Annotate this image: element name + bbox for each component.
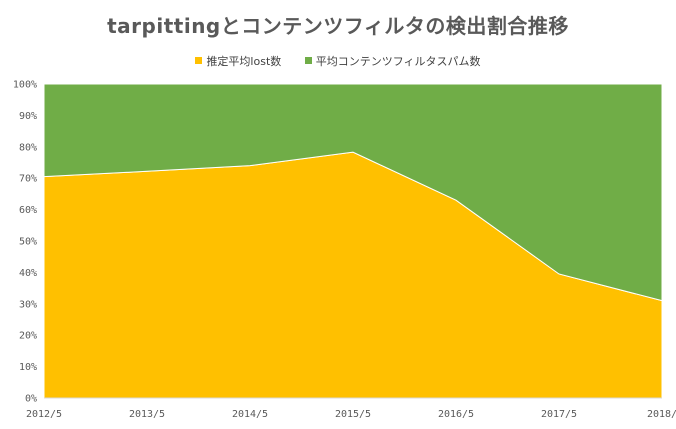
x-tick-label: 2012/5 (26, 409, 62, 420)
legend-label-lost: 推定平均lost数 (206, 55, 282, 68)
x-tick-label: 2017/5 (541, 409, 577, 420)
legend-entry-spam: 平均コンテンツフィルタスパム数 (304, 53, 481, 69)
legend-entry-lost: 推定平均lost数 (195, 53, 281, 69)
y-tick-label: 60% (19, 205, 37, 216)
y-tick-label: 90% (19, 111, 37, 122)
x-tick-label: 2016/5 (438, 409, 474, 420)
y-tick-label: 70% (19, 174, 37, 185)
y-tick-label: 0% (25, 394, 37, 405)
chart-title: tarpittingとコンテンツフィルタの検出割合推移 (107, 14, 569, 38)
legend: 推定平均lost数 平均コンテンツフィルタスパム数 (0, 53, 676, 69)
legend-swatch-spam (304, 57, 312, 64)
y-tick-label: 100% (13, 80, 37, 91)
y-tick-label: 40% (19, 268, 37, 279)
y-tick-label: 80% (19, 142, 37, 153)
x-tick-label: 2018/ (647, 409, 676, 420)
area-series-1 (43, 83, 663, 302)
y-tick-label: 50% (19, 237, 37, 248)
legend-label-spam: 平均コンテンツフィルタスパム数 (315, 55, 481, 68)
x-tick-label: 2015/5 (335, 409, 371, 420)
x-tick-label: 2014/5 (232, 409, 268, 420)
y-tick-label: 20% (19, 331, 37, 342)
x-tick-label: 2013/5 (129, 409, 165, 420)
y-tick-label: 30% (19, 299, 37, 310)
y-tick-label: 10% (19, 362, 37, 373)
legend-swatch-lost (195, 57, 203, 64)
